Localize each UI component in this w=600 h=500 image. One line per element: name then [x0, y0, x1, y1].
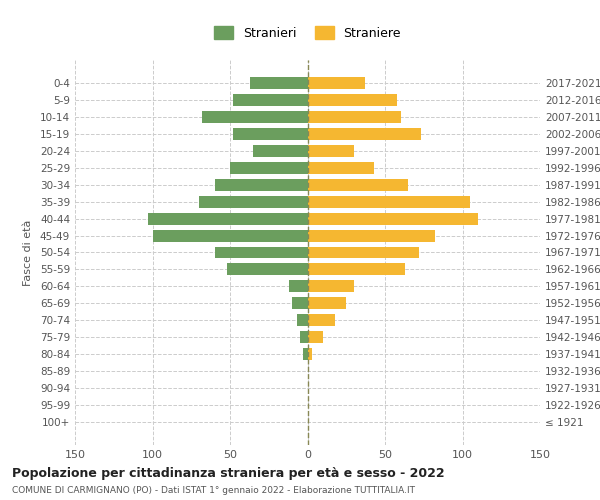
- Bar: [202, 112, 308, 123]
- Bar: [308, 264, 405, 276]
- Bar: [230, 162, 308, 174]
- Bar: [300, 331, 308, 343]
- Bar: [308, 94, 397, 106]
- Bar: [292, 298, 308, 309]
- Bar: [308, 128, 421, 140]
- Bar: [215, 246, 308, 258]
- Bar: [308, 78, 365, 90]
- Bar: [152, 230, 308, 241]
- Bar: [308, 179, 408, 191]
- Bar: [250, 78, 308, 90]
- Bar: [227, 264, 308, 276]
- Bar: [308, 298, 346, 309]
- Bar: [233, 128, 308, 140]
- Bar: [308, 145, 354, 157]
- Bar: [289, 280, 308, 292]
- Text: COMUNE DI CARMIGNANO (PO) - Dati ISTAT 1° gennaio 2022 - Elaborazione TUTTITALIA: COMUNE DI CARMIGNANO (PO) - Dati ISTAT 1…: [12, 486, 415, 495]
- Bar: [308, 348, 312, 360]
- Bar: [233, 94, 308, 106]
- Text: Popolazione per cittadinanza straniera per età e sesso - 2022: Popolazione per cittadinanza straniera p…: [12, 467, 445, 480]
- Bar: [308, 230, 434, 241]
- Bar: [253, 145, 308, 157]
- Bar: [308, 162, 374, 174]
- Bar: [199, 196, 308, 207]
- Legend: Stranieri, Straniere: Stranieri, Straniere: [208, 20, 407, 46]
- Bar: [308, 213, 478, 224]
- Bar: [308, 331, 323, 343]
- Bar: [148, 213, 308, 224]
- Bar: [303, 348, 308, 360]
- Bar: [296, 314, 308, 326]
- Bar: [308, 246, 419, 258]
- Y-axis label: Fasce di età: Fasce di età: [23, 220, 33, 286]
- Bar: [215, 179, 308, 191]
- Bar: [308, 196, 470, 207]
- Bar: [308, 314, 335, 326]
- Bar: [308, 112, 401, 123]
- Bar: [308, 280, 354, 292]
